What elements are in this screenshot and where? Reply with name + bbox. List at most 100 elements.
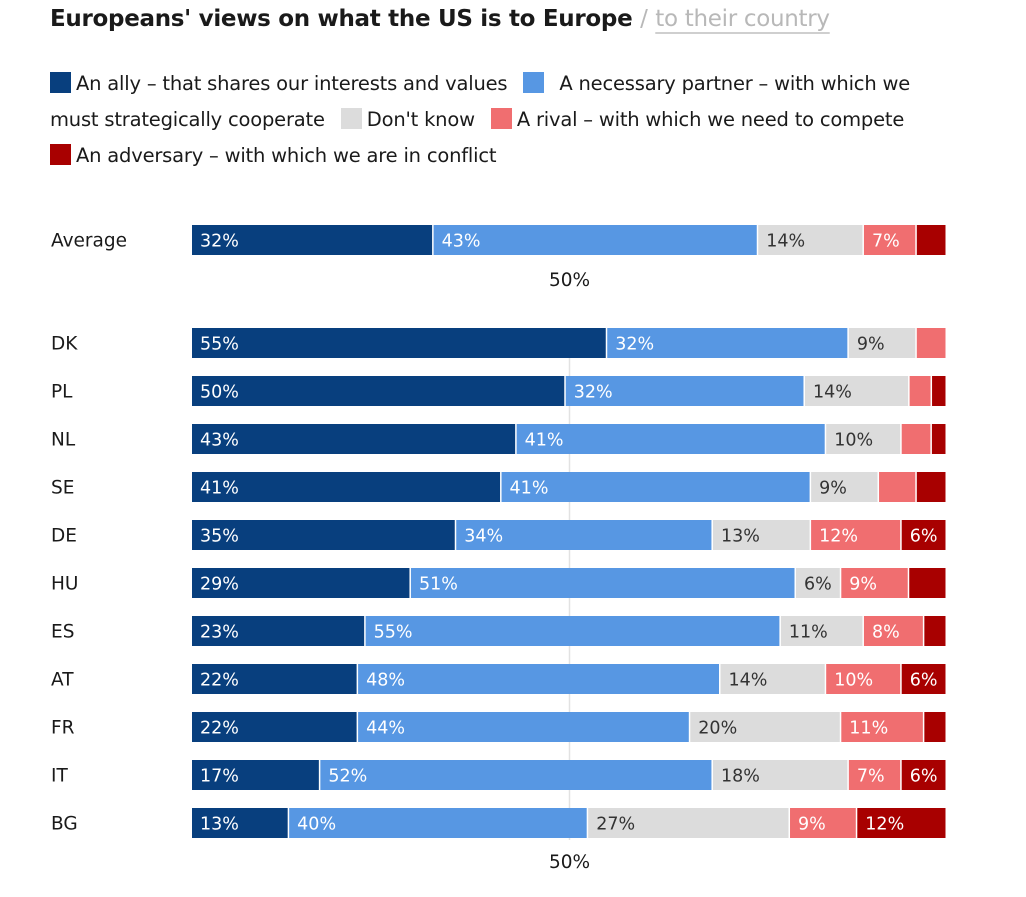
bar-segment-partner — [516, 424, 825, 454]
bar-row-at: AT 22% 48% 14% 10% 6% — [51, 664, 946, 694]
segment-label-partner: 52% — [328, 767, 367, 787]
bar-row-hu: HU 29% 51% 6% 9% — [51, 568, 946, 598]
segment-label-partner: 40% — [297, 815, 336, 835]
segment-label-partner: 32% — [615, 335, 654, 355]
segment-label-rival: 9% — [849, 575, 877, 595]
bar-segment-ally — [192, 225, 433, 255]
segment-label-rival: 9% — [798, 815, 826, 835]
bar-segment-partner — [289, 808, 587, 838]
tick-label-bottom: 50% — [549, 852, 590, 873]
bar-segment-dont_know — [811, 472, 878, 502]
segment-label-ally: 50% — [200, 383, 239, 403]
legend-swatch-rival — [490, 108, 512, 129]
bar-segment-ally — [192, 616, 365, 646]
legend-label-adversary: An adversary – with which we are in conf… — [76, 144, 497, 167]
bar-segment-dont_know — [712, 760, 848, 790]
row-label: SE — [51, 478, 74, 499]
bar-segment-ally — [192, 760, 319, 790]
legend-label-ally: An ally – that shares our interests and … — [76, 72, 508, 95]
legend-label-dont-know: Don't know — [366, 108, 475, 131]
segment-label-ally: 23% — [200, 623, 239, 643]
bar-segment-dont_know — [690, 712, 840, 742]
bar-segment-ally — [192, 664, 357, 694]
segment-label-partner: 34% — [464, 527, 503, 547]
title-alternate-toggle[interactable]: to their country — [655, 6, 830, 32]
bar-segment-rival — [863, 225, 916, 255]
bar-segment-dont_know — [758, 225, 863, 255]
segment-label-dont_know: 27% — [596, 815, 635, 835]
segment-label-rival: 12% — [819, 527, 858, 547]
segment-label-ally: 35% — [200, 527, 239, 547]
segment-label-dont_know: 9% — [819, 479, 847, 499]
row-label: NL — [51, 430, 76, 451]
row-label: AT — [51, 670, 74, 691]
segment-label-ally: 29% — [200, 575, 239, 595]
segment-label-adversary: 12% — [865, 815, 904, 835]
segment-label-adversary: 6% — [910, 767, 938, 787]
bar-segment-dont_know — [588, 808, 789, 838]
bar-segment-partner — [365, 616, 780, 646]
bar-segment-dont_know — [720, 664, 825, 694]
legend-item-partner — [523, 72, 549, 95]
segment-label-dont_know: 6% — [804, 575, 832, 595]
tick-label-top: 50% — [549, 270, 590, 291]
bar-segment-adversary — [916, 225, 946, 255]
segment-label-partner: 55% — [374, 623, 413, 643]
segment-label-dont_know: 14% — [729, 671, 768, 691]
bar-segment-adversary — [924, 712, 946, 742]
row-label: PL — [51, 382, 73, 403]
bar-segment-dont_know — [780, 616, 863, 646]
bar-segment-rival — [841, 712, 923, 742]
bar-segment-dont_know — [796, 568, 840, 598]
segment-label-rival: 10% — [834, 671, 873, 691]
legend-item-dont-know: Don't know — [340, 108, 475, 131]
bar-row-fr: FR 22% 44% 20% 11% — [51, 712, 946, 742]
segment-label-dont_know: 10% — [834, 431, 873, 451]
segment-label-dont_know: 14% — [766, 232, 805, 252]
bar-row-bg: BG 13% 40% 27% 9% 12% — [51, 808, 946, 838]
segment-label-dont_know: 13% — [721, 527, 760, 547]
bar-row-nl: NL 43% 41% 10% — [51, 424, 946, 454]
bar-segment-partner — [358, 664, 719, 694]
segment-label-partner: 48% — [366, 671, 405, 691]
row-label: ES — [51, 622, 74, 643]
legend: An ally – that shares our interests and … — [50, 66, 950, 174]
bar-segment-rival — [909, 376, 931, 406]
bar-segment-ally — [192, 712, 357, 742]
segment-label-rival: 7% — [857, 767, 885, 787]
bar-row-se: SE 41% 41% 9% — [51, 472, 946, 502]
bar-row-average: Average 32% 43% 14% 7% — [51, 225, 946, 255]
bar-segment-partner — [501, 472, 810, 502]
bar-segment-partner — [433, 225, 757, 255]
bar-segment-partner — [410, 568, 795, 598]
segment-label-partner: 41% — [510, 479, 549, 499]
bar-segment-adversary — [931, 424, 946, 454]
row-label: FR — [51, 718, 75, 739]
bar-segment-partner — [607, 328, 848, 358]
row-label: HU — [51, 574, 78, 595]
legend-item-adversary: An adversary – with which we are in conf… — [50, 144, 496, 167]
segment-label-dont_know: 20% — [698, 719, 737, 739]
segment-label-partner: 51% — [419, 575, 458, 595]
title-separator: / — [640, 6, 648, 32]
bar-segment-partner — [320, 760, 712, 790]
bar-segment-rival — [790, 808, 856, 838]
legend-item-rival: A rival – with which we need to compete — [490, 108, 904, 131]
bar-segment-partner — [565, 376, 804, 406]
bar-segment-dont_know — [848, 328, 916, 358]
bar-segment-ally — [192, 520, 455, 550]
title-main: Europeans' views on what the US is to Eu… — [50, 6, 633, 32]
segment-label-ally: 41% — [200, 479, 239, 499]
segment-label-ally: 43% — [200, 431, 239, 451]
bar-segment-adversary — [924, 616, 946, 646]
bar-segment-rival — [841, 568, 908, 598]
legend-swatch-partner — [523, 72, 545, 93]
segment-label-partner: 43% — [442, 232, 481, 252]
segment-label-dont_know: 11% — [789, 623, 828, 643]
bar-segment-adversary — [901, 664, 946, 694]
bar-segment-rival — [901, 424, 931, 454]
segment-label-ally: 13% — [200, 815, 239, 835]
bar-segment-rival — [863, 616, 923, 646]
bar-segment-rival — [811, 520, 901, 550]
segment-label-partner: 32% — [574, 383, 613, 403]
